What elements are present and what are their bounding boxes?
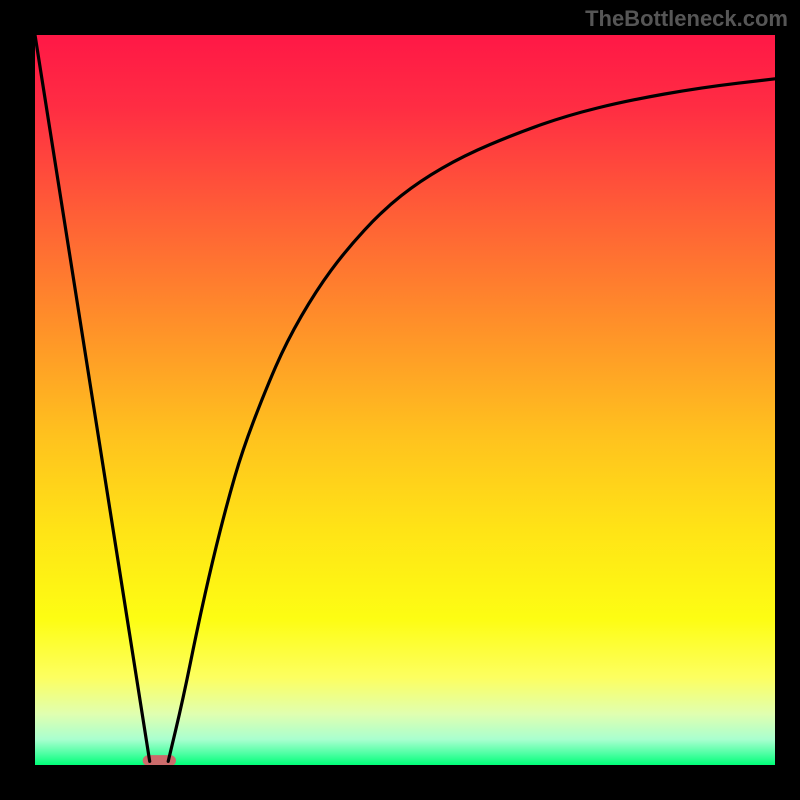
frame-left xyxy=(0,0,35,800)
bottleneck-chart: TheBottleneck.com xyxy=(0,0,800,800)
chart-svg xyxy=(0,0,800,800)
plot-background xyxy=(35,35,775,765)
frame-bottom xyxy=(0,765,800,800)
watermark-text: TheBottleneck.com xyxy=(585,6,788,32)
frame-right xyxy=(775,0,800,800)
